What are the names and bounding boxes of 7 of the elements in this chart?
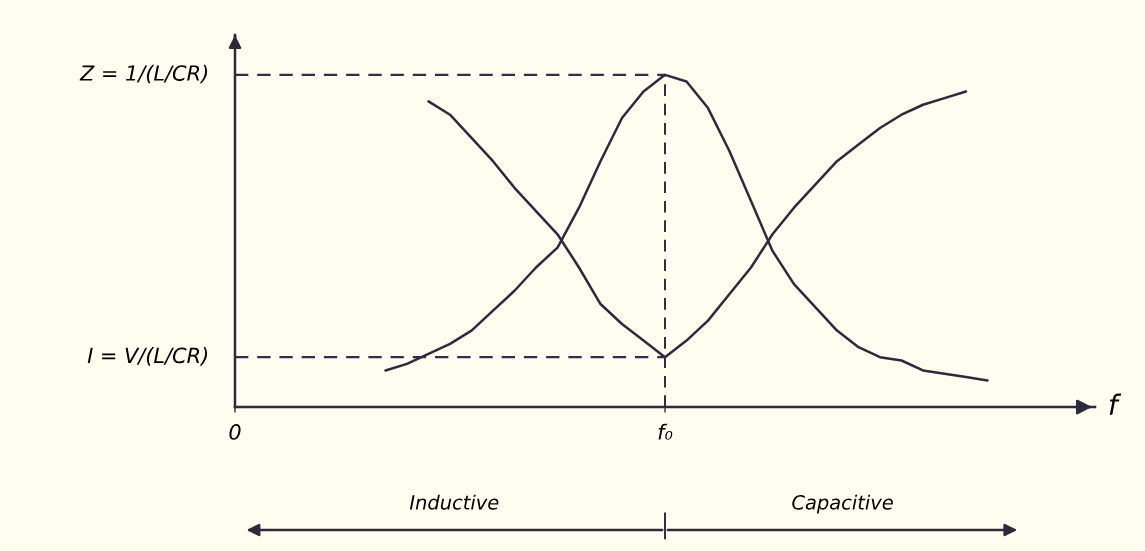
x-tick-label: 0	[229, 424, 241, 440]
text: Inductive	[409, 494, 499, 510]
x-tick-label: f₀	[658, 423, 673, 440]
x-axis-title: f	[1109, 393, 1122, 415]
ref-line-label: I = V/(L/CR)	[87, 347, 208, 366]
ref-line-label: Z = 1/(L/CR)	[79, 64, 208, 84]
text: Capacitive	[792, 494, 893, 514]
